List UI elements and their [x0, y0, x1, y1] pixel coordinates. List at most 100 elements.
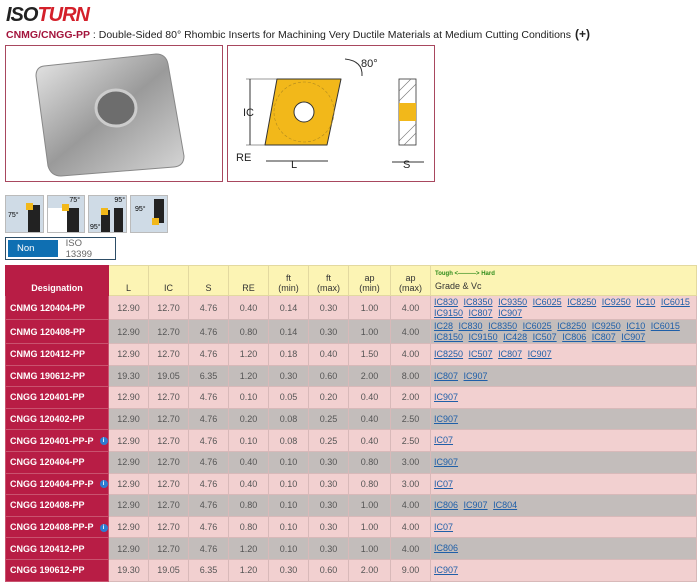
re-cell: 1.20	[228, 364, 269, 388]
grade-link[interactable]: IC6015	[660, 297, 690, 307]
grade-link[interactable]: IC9250	[591, 321, 621, 331]
grade-link[interactable]: IC807	[468, 307, 493, 318]
grade-link[interactable]: IC9150	[468, 331, 498, 342]
grade-cell: IC830 IC8350 IC9350 IC6025 IC8250 IC9250…	[430, 295, 697, 320]
ft-min-cell: 0.30	[268, 364, 309, 388]
ic-cell: 12.70	[148, 515, 189, 539]
view-facing[interactable]: 75°	[47, 195, 85, 233]
grade-link[interactable]: IC9250	[601, 297, 631, 307]
grade-link[interactable]: IC8250	[434, 349, 464, 360]
expand-button[interactable]: (+)	[575, 27, 591, 41]
grade-link[interactable]: IC907	[434, 564, 459, 575]
grade-link[interactable]: IC806	[434, 543, 459, 554]
grade-link[interactable]: IC807	[434, 370, 459, 381]
table-row: CNMG 120404-PP 12.90 12.70 4.76 0.40 0.14 0.30…	[5, 295, 697, 320]
col-ft-min: ft (min)	[268, 265, 309, 296]
l-label: L	[291, 159, 297, 171]
grade-link[interactable]: IC8250	[557, 321, 587, 331]
grade-link[interactable]: IC804	[493, 500, 518, 511]
ap-min-cell: 0.40	[348, 429, 391, 452]
ap-min-cell: 0.40	[348, 407, 391, 431]
grade-link[interactable]: IC507	[532, 331, 557, 342]
ap-max-cell: 3.00	[390, 472, 431, 496]
grade-link[interactable]: IC907	[434, 392, 459, 403]
ic-cell: 12.70	[148, 407, 189, 431]
ft-min-cell: 0.30	[268, 558, 309, 582]
s-cell: 4.76	[188, 429, 229, 452]
iso-13399-tab[interactable]: ISO 13399	[65, 237, 93, 260]
l-cell: 12.90	[108, 537, 149, 560]
l-cell: 12.90	[108, 386, 149, 409]
grade-link[interactable]: IC9150	[434, 307, 464, 318]
grade-link[interactable]: IC8250	[567, 297, 597, 307]
ap-max-cell: 4.00	[390, 319, 431, 344]
grade-link[interactable]: IC507	[468, 349, 493, 360]
ic-cell: 12.70	[148, 429, 189, 452]
info-icon[interactable]: i	[99, 523, 108, 532]
col-grade: Tough <———> Hard Grade & Vc	[430, 265, 697, 296]
grade-link[interactable]: IC907	[498, 307, 523, 318]
page-title: CNMG/CNGG-PP : Double-Sided 80° Rhombic …	[6, 27, 591, 41]
non-iso-tab[interactable]: Non ISO	[8, 240, 58, 271]
ap-min-cell: 1.00	[348, 515, 391, 539]
grade-link[interactable]: IC907	[527, 349, 552, 360]
grade-link[interactable]: IC6025	[532, 297, 562, 307]
grade-link[interactable]: IC10	[626, 321, 646, 331]
re-cell: 0.40	[228, 472, 269, 496]
ic-cell: 12.70	[148, 537, 189, 560]
grade-link[interactable]: IC806	[434, 500, 459, 511]
ic-cell: 12.70	[148, 343, 189, 366]
table-row: CNGG 120408-PP-P i 12.90 12.70 4.76 0.80 0.10 0…	[5, 515, 697, 539]
re-cell: 1.20	[228, 558, 269, 582]
ft-max-cell: 0.30	[308, 450, 349, 474]
ap-max-cell: 2.50	[390, 407, 431, 431]
ft-max-cell: 0.30	[308, 515, 349, 539]
grade-link[interactable]: IC807	[498, 349, 523, 360]
col-l: L	[108, 265, 149, 296]
l-cell: 12.90	[108, 343, 149, 366]
view-boring[interactable]: 95°	[130, 195, 168, 233]
ap-max-cell: 2.50	[390, 429, 431, 452]
grade-link[interactable]: IC07	[434, 521, 454, 532]
view-longitudinal-turning[interactable]: 75°	[5, 195, 44, 233]
re-cell: 0.80	[228, 515, 269, 539]
grade-link[interactable]: IC907	[434, 413, 459, 424]
grade-link[interactable]: IC807	[591, 331, 616, 342]
re-cell: 1.20	[228, 537, 269, 560]
info-icon[interactable]: i	[99, 437, 108, 446]
grade-link[interactable]: IC907	[463, 370, 488, 381]
grade-link[interactable]: IC6015	[650, 321, 680, 331]
info-icon[interactable]: i	[99, 480, 108, 489]
ic-cell: 12.70	[148, 386, 189, 409]
ft-max-cell: 0.30	[308, 537, 349, 560]
grade-link[interactable]: IC8350	[488, 321, 518, 331]
l-cell: 12.90	[108, 407, 149, 431]
view-profiling[interactable]: 95° 95°	[88, 195, 127, 233]
grade-link[interactable]: IC8350	[463, 297, 493, 307]
ft-min-cell: 0.18	[268, 343, 309, 366]
ft-min-cell: 0.10	[268, 537, 309, 560]
s-cell: 4.76	[188, 472, 229, 496]
grade-link[interactable]: IC428	[503, 331, 528, 342]
designation-cell: CNGG 120408-PP	[5, 494, 109, 517]
grade-link[interactable]: IC07	[434, 435, 454, 446]
grade-link[interactable]: IC830	[434, 297, 459, 307]
grade-link[interactable]: IC6025	[522, 321, 552, 331]
ft-max-cell: 0.30	[308, 472, 349, 496]
grade-link[interactable]: IC806	[562, 331, 587, 342]
grade-link[interactable]: IC907	[621, 331, 646, 342]
ft-min-cell: 0.05	[268, 386, 309, 409]
grade-link[interactable]: IC907	[463, 500, 488, 511]
ic-cell: 12.70	[148, 450, 189, 474]
designation-cell: CNMG 120404-PP	[5, 295, 109, 320]
grade-link[interactable]: IC830	[458, 321, 483, 331]
grade-link[interactable]: IC28	[434, 321, 454, 331]
grade-link[interactable]: IC907	[434, 457, 459, 468]
grade-link[interactable]: IC07	[434, 478, 454, 489]
ap-max-cell: 4.00	[390, 494, 431, 517]
l-cell: 19.30	[108, 364, 149, 388]
s-cell: 4.76	[188, 494, 229, 517]
grade-link[interactable]: IC8150	[434, 331, 464, 342]
grade-link[interactable]: IC10	[636, 297, 656, 307]
grade-link[interactable]: IC9350	[498, 297, 528, 307]
